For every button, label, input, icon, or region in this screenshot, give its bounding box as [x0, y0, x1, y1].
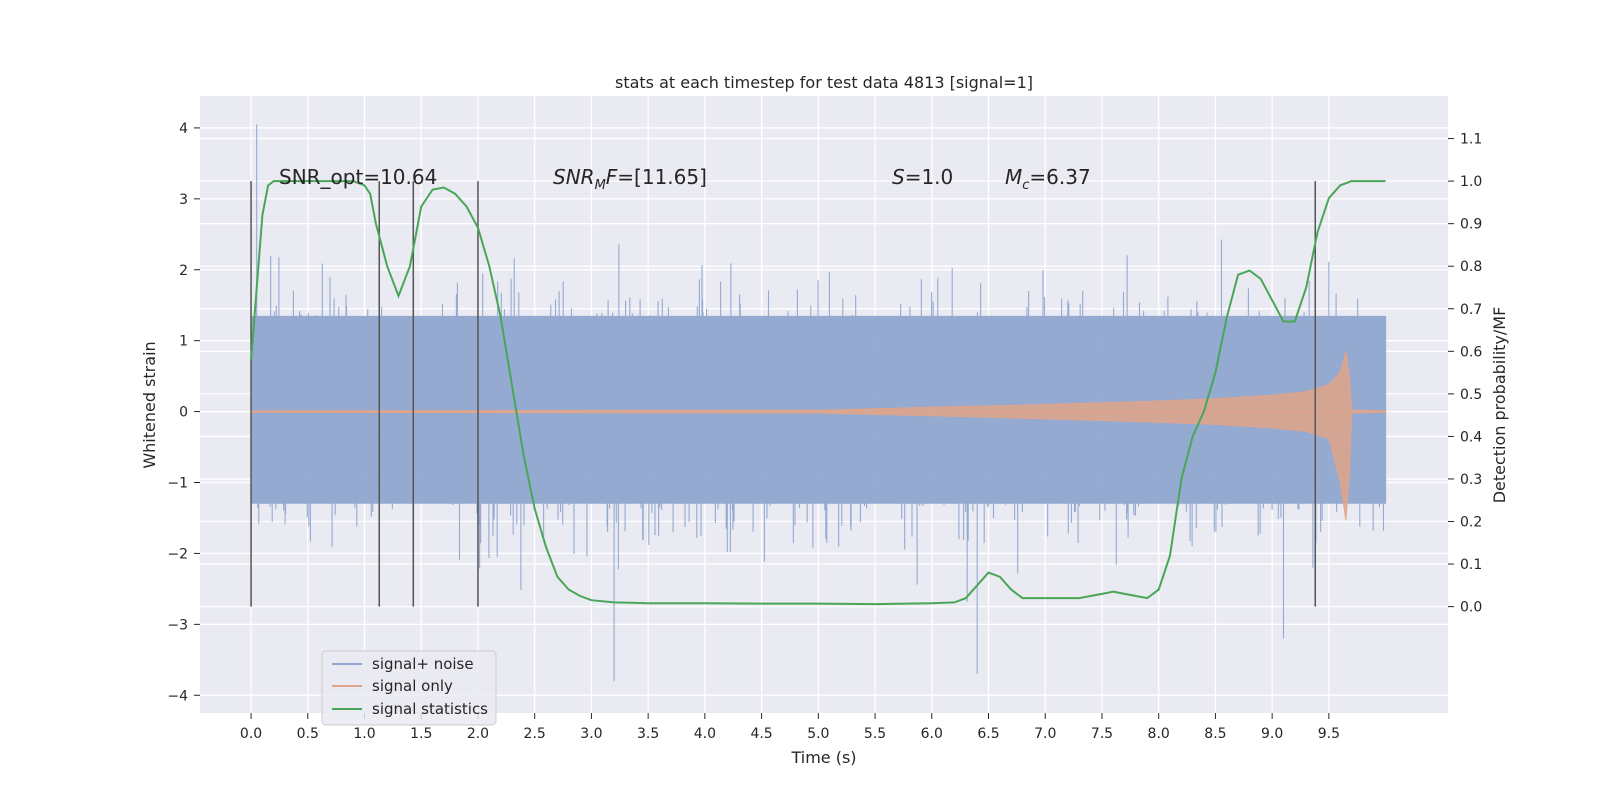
legend: signal+ noise signal only signal statist…	[321, 650, 497, 726]
y-left-tick-label: −3	[167, 617, 188, 633]
y-right-tick-label: 0.0	[1460, 600, 1482, 616]
y-left-tick-label: −1	[167, 476, 188, 492]
x-tick-label: 8.0	[1148, 726, 1170, 742]
x-tick-label: 2.5	[524, 726, 546, 742]
x-tick-label: 1.0	[353, 726, 375, 742]
chart-title: stats at each timestep for test data 481…	[615, 73, 1033, 92]
y-right-tick-label: 1.1	[1460, 132, 1482, 148]
annotation-snr-opt: SNR_opt=10.64	[279, 165, 437, 189]
y-left-tick-label: 3	[179, 192, 188, 208]
x-tick-label: 5.5	[864, 726, 886, 742]
legend-box	[321, 650, 497, 726]
y-right-tick-label: 0.3	[1460, 472, 1482, 488]
x-tick-label: 6.0	[921, 726, 943, 742]
x-axis-ticks: 0.0 0.5 1.0 1.5 2.0 2.5 3.0 3.5 4.0 4.5 5.0 5.5 6.0 6…	[240, 713, 1340, 742]
y-left-tick-label: −2	[167, 546, 188, 562]
x-tick-label: 6.5	[977, 726, 999, 742]
y-left-tick-label: −4	[167, 688, 188, 704]
x-axis-label: Time (s)	[790, 748, 856, 767]
x-tick-label: 4.0	[694, 726, 716, 742]
y-right-tick-label: 0.8	[1460, 259, 1482, 275]
y-right-axis-ticks: 1.1 1.0 0.9 0.8 0.7 0.6 0.5 0.4 0.3 0.2 0.1 0.0	[1448, 132, 1482, 616]
y-left-tick-label: 4	[179, 121, 188, 137]
y-right-tick-label: 0.1	[1460, 557, 1482, 573]
x-tick-label: 7.0	[1034, 726, 1056, 742]
y-left-axis-ticks: 4 3 2 1 0 −1 −2 −3 −4	[167, 121, 200, 704]
legend-label-stats: signal statistics	[372, 700, 488, 718]
x-tick-label: 7.5	[1091, 726, 1113, 742]
x-tick-label: 0.5	[297, 726, 319, 742]
x-tick-label: 0.0	[240, 726, 262, 742]
y-right-tick-label: 0.2	[1460, 515, 1482, 531]
annotation-mc: Mc=6.37	[1005, 165, 1091, 193]
y-left-tick-label: 2	[179, 263, 188, 279]
x-tick-label: 2.0	[467, 726, 489, 742]
annotation-s: S=1.0	[892, 165, 953, 189]
x-tick-label: 4.5	[750, 726, 772, 742]
x-tick-label: 3.0	[580, 726, 602, 742]
legend-label-noise: signal+ noise	[372, 655, 474, 673]
y-right-tick-label: 0.9	[1460, 217, 1482, 233]
signal-envelope	[250, 351, 1387, 521]
series-signal-statistics	[250, 180, 1386, 606]
y-right-tick-label: 1.0	[1460, 174, 1482, 190]
y-left-tick-label: 1	[179, 334, 188, 350]
y-left-tick-label: 0	[179, 405, 188, 421]
y-left-axis-label: Whitened strain	[140, 341, 159, 468]
x-tick-label: 9.0	[1261, 726, 1283, 742]
x-tick-label: 5.0	[807, 726, 829, 742]
y-right-tick-label: 0.7	[1460, 302, 1482, 318]
x-tick-label: 8.5	[1204, 726, 1226, 742]
x-tick-label: 9.5	[1318, 726, 1340, 742]
annotation-snr-mf: SNRMF=[11.65]	[553, 165, 707, 193]
y-right-tick-label: 0.5	[1460, 387, 1482, 403]
x-tick-label: 3.5	[637, 726, 659, 742]
y-right-axis-label: Detection probability/MF	[1490, 307, 1509, 504]
legend-label-signal: signal only	[372, 677, 453, 695]
y-right-tick-label: 0.6	[1460, 344, 1482, 360]
x-tick-label: 1.5	[410, 726, 432, 742]
y-right-tick-label: 0.4	[1460, 429, 1482, 445]
statistics-line	[250, 180, 1386, 606]
series-signal-only	[250, 351, 1387, 521]
